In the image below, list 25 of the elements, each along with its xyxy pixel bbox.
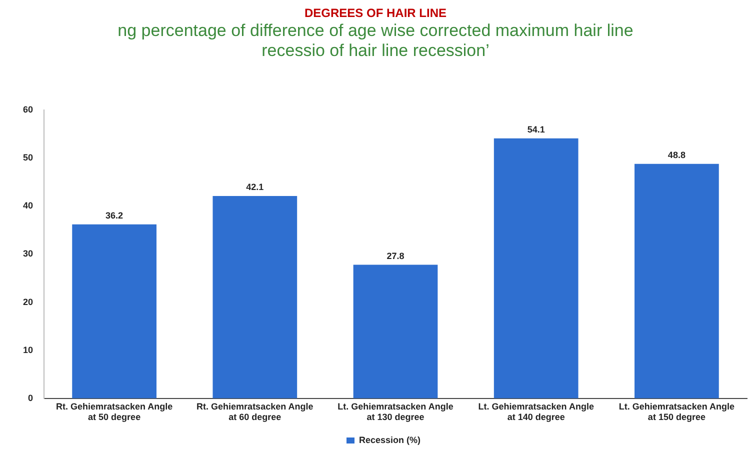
bar <box>634 164 719 398</box>
y-tick-label: 40 <box>22 200 34 211</box>
data-label: 36.2 <box>106 210 124 220</box>
legend-label: Recession (%) <box>358 434 421 445</box>
y-tick-label: 30 <box>22 248 34 259</box>
data-label: 54.1 <box>527 124 545 134</box>
data-label: 42.1 <box>246 182 264 192</box>
y-tick-label: 50 <box>22 152 34 163</box>
bar <box>212 196 298 398</box>
x-tick-label: Lt. Gehiemratsacken Angle at 130 degree <box>338 401 454 422</box>
y-tick-label: 60 <box>22 104 34 114</box>
x-tick-label: Lt. Gehiemratsacken Angle at 140 degree <box>478 401 594 422</box>
bar <box>494 138 578 398</box>
bar <box>353 264 438 398</box>
data-label: 48.8 <box>668 150 686 160</box>
y-tick-label: 10 <box>22 344 34 355</box>
x-tick-label: Rt. Gehiemratsacken Angle at 60 degree <box>196 401 314 422</box>
data-label: 27.8 <box>386 250 404 261</box>
chart-title: DEGREES OF HAIR LINE <box>303 6 448 20</box>
y-tick-label: 20 <box>22 296 34 307</box>
chart-subtitle: ng percentage of difference of age wise corrected maximum hair line recessio of hair line recession’ <box>116 21 634 61</box>
y-tick-label: 0 <box>28 392 34 403</box>
x-tick-label: Lt. Gehiemratsacken Angle at 150 degree <box>618 401 735 422</box>
bar <box>72 224 156 398</box>
x-tick-label: Rt. Gehiemratsacken Angle at 50 degree <box>56 401 173 422</box>
